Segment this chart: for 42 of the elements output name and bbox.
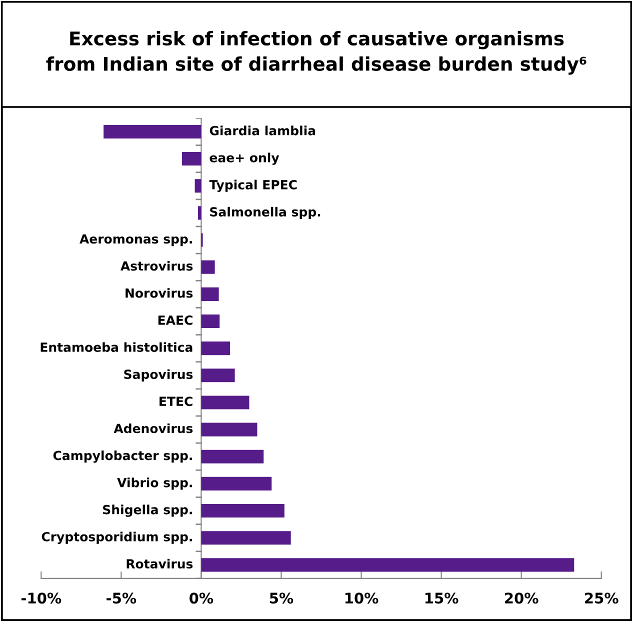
y-tick-label: Astrovirus (120, 261, 193, 271)
bar (201, 287, 219, 301)
bar (201, 422, 258, 436)
bar (104, 124, 202, 138)
x-tick-label: 25% (585, 592, 618, 604)
bar (201, 260, 215, 274)
x-tick-label: 10% (345, 592, 378, 604)
y-tick-label: Cryptosporidium spp. (42, 532, 192, 544)
x-tick-label: 20% (505, 592, 538, 604)
bar (201, 314, 220, 328)
y-tick-label: eae+ only (210, 152, 280, 165)
x-tick-label: 0% (190, 592, 214, 604)
x-tick-label: -10% (21, 592, 62, 604)
y-tick-label: Vibrio spp. (117, 478, 192, 490)
y-tick-label: Salmonella spp. (210, 206, 320, 219)
bar (201, 504, 284, 518)
bar (201, 396, 250, 410)
bar (201, 342, 230, 356)
y-tick-label: Entamoeba histolitica (40, 342, 192, 352)
y-tick-label: ETEC (160, 396, 192, 406)
bar (201, 531, 291, 545)
y-tick-label: Typical EPEC (209, 180, 297, 192)
x-tick-label: 15% (425, 592, 458, 604)
bar (198, 206, 202, 220)
y-tick-label: Norovirus (126, 288, 193, 298)
y-tick-label: Aeromonas spp. (80, 234, 192, 246)
bar (201, 368, 235, 382)
y-tick-label: Giardia lamblia (210, 126, 316, 136)
y-tick-label: Rotavirus (126, 558, 193, 569)
bar (201, 476, 272, 490)
y-tick-label: Shigella spp. (103, 504, 192, 517)
y-tick-label: Campylobacter spp. (53, 450, 192, 463)
bar (194, 179, 202, 193)
x-tick-label: 5% (270, 592, 294, 604)
y-tick-label: EAEC (158, 315, 192, 325)
chart-title: Excess risk of infection of causative organisms from Indian site of diarrheal disease burden study⁶ (46, 31, 586, 75)
bar (182, 152, 202, 166)
bar (201, 450, 264, 464)
x-tick-label: -5% (106, 592, 136, 604)
y-tick-label: Adenovirus (114, 423, 193, 434)
y-tick-label: Sapovirus (124, 369, 193, 382)
bar (201, 558, 574, 572)
